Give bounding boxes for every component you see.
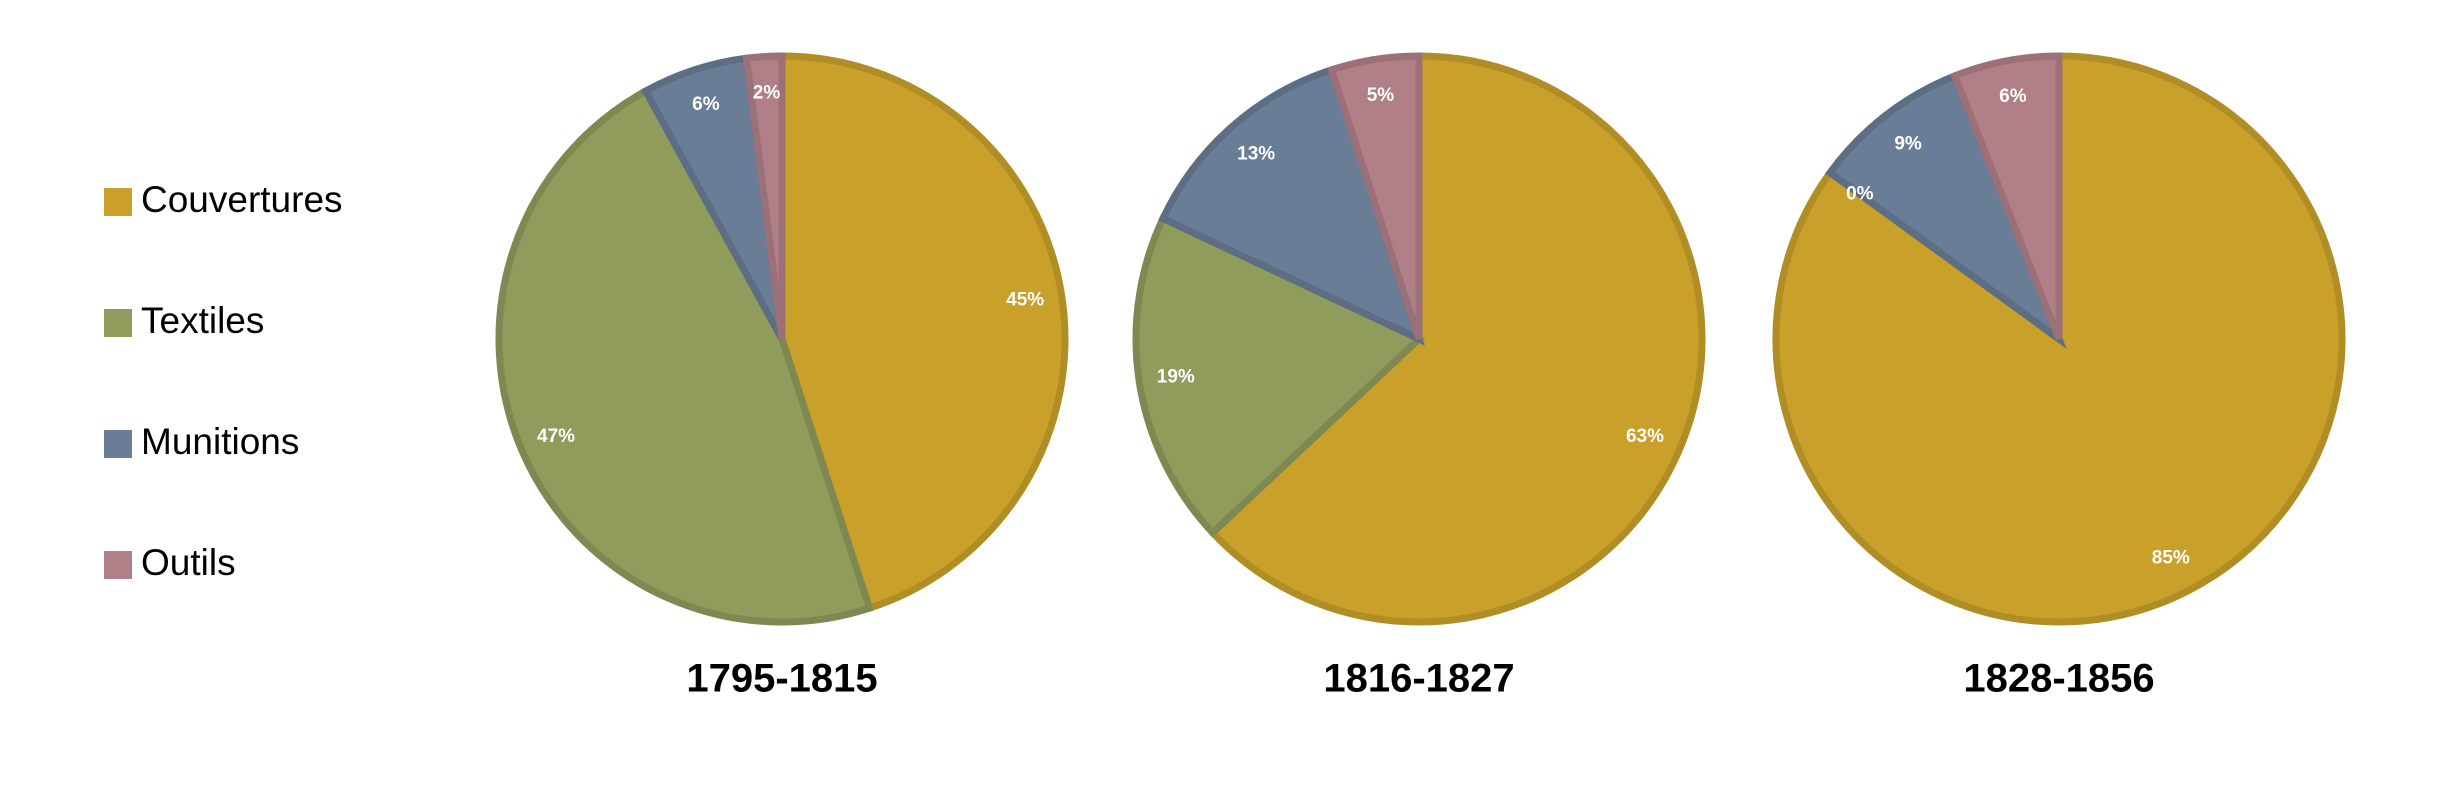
legend-label: Munitions [141, 421, 299, 462]
slice-label: 45% [1006, 289, 1044, 310]
pie-slice [1950, 52, 2063, 341]
slice-label: 19% [1157, 367, 1195, 388]
slice-label: 9% [1894, 133, 1922, 154]
pie-slice [1132, 213, 1426, 538]
slice-label: 6% [692, 94, 720, 115]
pie-slice [1825, 71, 2067, 349]
pie-slice [1327, 52, 1423, 341]
pie-title: 1816-1827 [1323, 657, 1514, 701]
legend-label: Couvertures [141, 179, 343, 220]
slice-label: 5% [1367, 85, 1395, 106]
pie-slice [1207, 52, 1706, 626]
legend-label: Outils [141, 542, 236, 583]
slice-label: 47% [537, 426, 575, 447]
pie-title: 1795-1815 [686, 657, 877, 701]
slice-label: 0% [1846, 183, 1874, 204]
pie-slice [495, 86, 874, 626]
legend-label: Textiles [141, 300, 264, 341]
pie-slice [742, 52, 786, 340]
legend-swatch [104, 430, 132, 458]
legend-swatch [104, 551, 132, 579]
slice-label: 2% [753, 82, 781, 103]
slice-label: 63% [1626, 426, 1664, 447]
slice-label: 13% [1237, 143, 1275, 164]
slice-label: 85% [2152, 547, 2190, 568]
pie-slice [1158, 65, 1425, 346]
slice-label: 6% [1999, 86, 2027, 107]
legend-swatch [104, 309, 132, 337]
pie-slice [778, 52, 1069, 613]
legend-swatch [104, 188, 132, 216]
pie-title: 1828-1856 [1963, 657, 2154, 701]
